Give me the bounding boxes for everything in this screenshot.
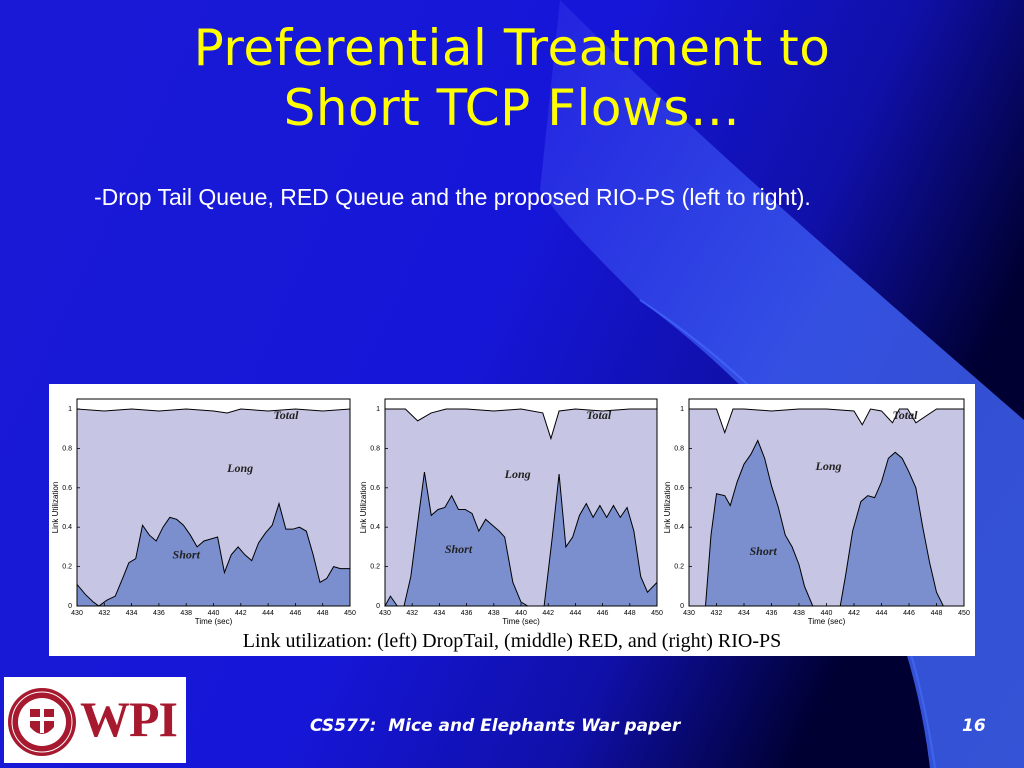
slide-title: Preferential Treatment to Short TCP Flow… (40, 18, 984, 138)
chart-droptail: 0 0.2 0.4 0.6 0.8 1 430 432 434 436 438 440 442 444 44… (51, 398, 356, 626)
x-tick-label: 434 (434, 610, 446, 617)
x-tick-label: 432 (406, 610, 418, 617)
x-tick-label: 434 (126, 610, 138, 617)
x-tick-label: 442 (848, 610, 860, 617)
title-line-2: Short TCP Flows… (283, 79, 741, 137)
x-tick-label: 440 (208, 610, 220, 617)
y-tick-label: 0.4 (370, 524, 380, 531)
x-tick-label: 434 (738, 610, 750, 617)
y-tick-label: 0.6 (674, 485, 684, 492)
x-axis-label: Time (sec) (502, 617, 540, 626)
short-area (76, 501, 351, 607)
link-utilization-charts: 0 0.2 0.4 0.6 0.8 1 430 432 434 436 438 440 442 444 44… (51, 398, 970, 626)
chart-rio-ps: 0 0.2 0.4 0.6 0.8 1 430 432 434 436 438 440 442 444 44… (663, 398, 970, 626)
y-tick-label: 0.4 (62, 524, 72, 531)
y-tick-label: 0.8 (62, 445, 72, 452)
y-axis-label: Link Utilization (51, 482, 60, 534)
x-tick-label: 450 (344, 610, 356, 617)
x-tick-label: 438 (793, 610, 805, 617)
wpi-wordmark: WPI (80, 691, 178, 747)
y-tick-label: 1 (680, 406, 684, 413)
x-tick-label: 436 (153, 610, 165, 617)
x-tick-label: 450 (958, 610, 970, 617)
x-tick-label: 442 (235, 610, 247, 617)
x-tick-label: 444 (262, 610, 274, 617)
figure-caption: Link utilization: (left) DropTail, (midd… (242, 630, 782, 652)
chart-red: 0 0.2 0.4 0.6 0.8 1 430 432 434 436 438 440 442 444 44… (359, 398, 663, 626)
region-label-total: Total (274, 408, 300, 422)
y-axis-label: Link Utilization (359, 482, 368, 534)
region-label-short: Short (750, 544, 778, 558)
y-tick-label: 0.2 (674, 564, 684, 571)
x-tick-label: 436 (766, 610, 778, 617)
y-tick-label: 0.6 (370, 485, 380, 492)
wpi-logo: WPI (4, 677, 186, 763)
y-tick-label: 0 (680, 603, 684, 610)
figure-panel: 0 0.2 0.4 0.6 0.8 1 430 432 434 436 438 440 442 444 44… (49, 384, 975, 656)
x-tick-label: 430 (71, 610, 83, 617)
footer-text: CS577: Mice and Elephants War paper (310, 716, 681, 736)
y-tick-label: 0.2 (370, 564, 380, 571)
region-label-long: Long (815, 459, 842, 473)
y-tick-label: 0.2 (62, 564, 72, 571)
x-tick-label: 446 (290, 610, 302, 617)
x-axis-label: Time (sec) (808, 617, 846, 626)
region-label-total: Total (893, 408, 919, 422)
region-label-total: Total (586, 408, 612, 422)
x-tick-label: 442 (542, 610, 554, 617)
x-axis-label: Time (sec) (195, 617, 233, 626)
x-tick-label: 446 (903, 610, 915, 617)
x-tick-label: 440 (515, 610, 527, 617)
y-tick-label: 0 (68, 603, 72, 610)
region-label-short: Short (445, 542, 473, 556)
y-tick-label: 0.6 (62, 485, 72, 492)
x-tick-label: 432 (711, 610, 723, 617)
y-tick-label: 1 (376, 406, 380, 413)
bullet-text: -Drop Tail Queue, RED Queue and the prop… (94, 184, 811, 210)
x-tick-label: 440 (821, 610, 833, 617)
title-line-1: Preferential Treatment to (193, 19, 831, 77)
y-axis-label: Link Utilization (663, 482, 672, 534)
y-tick-label: 0 (376, 603, 380, 610)
x-tick-label: 444 (876, 610, 888, 617)
x-tick-label: 448 (624, 610, 636, 617)
y-tick-label: 0.8 (370, 445, 380, 452)
region-label-long: Long (504, 467, 531, 481)
y-tick-label: 1 (68, 406, 72, 413)
x-tick-label: 436 (461, 610, 473, 617)
x-tick-label: 448 (931, 610, 943, 617)
x-tick-label: 444 (570, 610, 582, 617)
x-tick-label: 438 (180, 610, 192, 617)
x-tick-label: 438 (488, 610, 500, 617)
y-tick-label: 0.4 (674, 524, 684, 531)
y-tick-label: 0.8 (674, 445, 684, 452)
x-tick-label: 450 (651, 610, 663, 617)
x-tick-label: 448 (317, 610, 329, 617)
x-tick-label: 430 (683, 610, 695, 617)
wpi-seal-icon (8, 688, 76, 756)
region-label-long: Long (226, 461, 253, 475)
x-tick-label: 446 (597, 610, 609, 617)
region-label-short: Short (173, 548, 201, 562)
x-tick-label: 430 (379, 610, 391, 617)
x-tick-label: 432 (98, 610, 110, 617)
slide-number: 16 (962, 716, 986, 736)
